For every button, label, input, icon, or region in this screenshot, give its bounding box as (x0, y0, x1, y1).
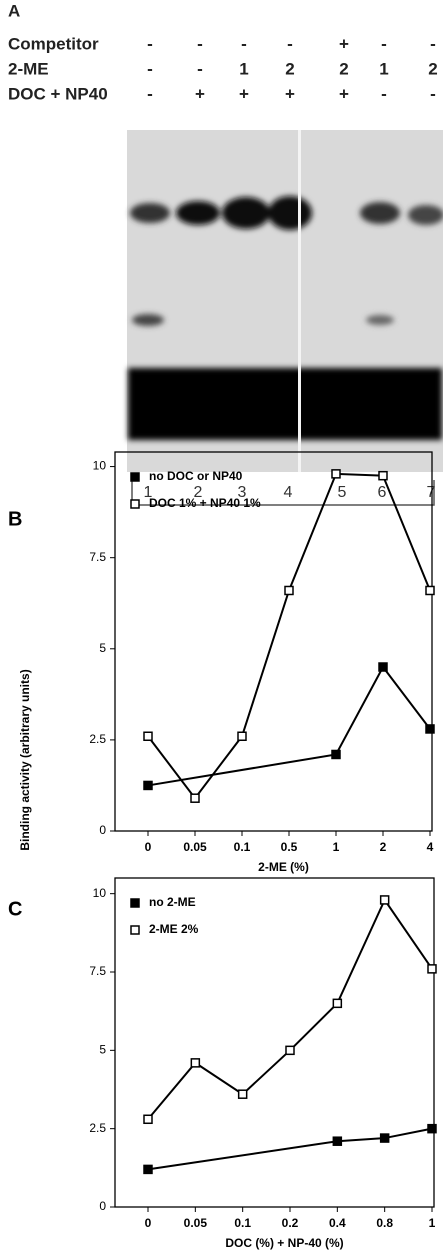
data-point (144, 1115, 152, 1123)
legend-label: no 2-ME (149, 895, 196, 909)
condition-value: 1 (379, 59, 388, 78)
data-point (381, 896, 389, 904)
y-tick-label: 5 (99, 641, 106, 655)
data-point (191, 1059, 199, 1067)
data-point (332, 750, 340, 758)
y-tick-label: 0 (99, 823, 106, 837)
data-point (333, 999, 341, 1007)
condition-value: + (285, 84, 295, 103)
x-tick-label: 1 (333, 840, 340, 854)
series-line (148, 474, 430, 798)
figure: A B C Competitor - - - - + - - 2-ME - - 1 2 2 1 2 DOC + … (0, 0, 443, 1258)
x-axis-label: DOC (%) + NP-40 (%) (225, 1236, 343, 1250)
x-tick-label: 0.1 (234, 1216, 251, 1230)
y-tick-label: 0 (99, 1199, 106, 1213)
condition-value: - (147, 59, 153, 78)
condition-value: - (430, 34, 436, 53)
y-tick-label: 2.5 (89, 732, 106, 746)
lane-number: 7 (427, 484, 436, 501)
condition-value: - (147, 34, 153, 53)
data-point (426, 586, 434, 594)
x-tick-label: 0.1 (234, 840, 251, 854)
panel-label: C (8, 898, 22, 920)
x-axis-label: 2-ME (%) (258, 860, 309, 874)
legend-marker (131, 926, 139, 934)
y-tick-label: 7.5 (89, 964, 106, 978)
condition-value: + (339, 34, 349, 53)
y-tick-label: 2.5 (89, 1121, 106, 1135)
data-point (381, 1134, 389, 1142)
y-tick-label: 5 (99, 1043, 106, 1057)
x-tick-label: 0.8 (376, 1216, 393, 1230)
gel-image (127, 130, 443, 505)
panel-label: A (8, 1, 20, 20)
condition-value: - (147, 84, 153, 103)
x-tick-label: 2 (380, 840, 387, 854)
x-tick-label: 0 (145, 1216, 152, 1230)
legend-label: DOC 1% + NP40 1% (149, 496, 261, 510)
x-tick-label: 1 (429, 1216, 436, 1230)
y-axis-label: Binding activity (arbitrary units) (18, 669, 32, 850)
data-point (144, 1165, 152, 1173)
legend-marker (131, 500, 139, 508)
legend-label: no DOC or NP40 (149, 469, 243, 483)
x-tick-label: 0.2 (282, 1216, 299, 1230)
data-point (144, 732, 152, 740)
data-point (333, 1137, 341, 1145)
data-point (379, 472, 387, 480)
x-tick-label: 0 (145, 840, 152, 854)
panel-label: B (8, 508, 22, 530)
data-point (428, 965, 436, 973)
legend-marker (131, 899, 139, 907)
condition-value: 2 (339, 59, 348, 78)
data-point (239, 1090, 247, 1098)
condition-value: - (241, 34, 247, 53)
condition-value: 1 (239, 59, 248, 78)
data-point (332, 470, 340, 478)
lane-number: 6 (378, 484, 387, 501)
data-point (285, 586, 293, 594)
x-tick-label: 4 (427, 840, 434, 854)
condition-value: 2 (285, 59, 294, 78)
lane-number: 4 (284, 484, 293, 501)
condition-label: DOC + NP40 (8, 84, 108, 103)
y-tick-label: 10 (93, 459, 107, 473)
data-point (428, 1125, 436, 1133)
series-line (148, 667, 430, 785)
condition-value: - (197, 59, 203, 78)
data-point (238, 732, 246, 740)
data-point (191, 794, 199, 802)
data-point (426, 725, 434, 733)
condition-value: - (381, 34, 387, 53)
legend-label: 2-ME 2% (149, 922, 199, 936)
condition-value: - (287, 34, 293, 53)
condition-value: + (195, 84, 205, 103)
lane-number: 5 (338, 484, 347, 501)
condition-value: - (381, 84, 387, 103)
y-tick-label: 7.5 (89, 550, 106, 564)
x-tick-label: 0.05 (183, 840, 207, 854)
y-tick-label: 10 (93, 886, 107, 900)
condition-label: 2-ME (8, 59, 49, 78)
condition-value: - (197, 34, 203, 53)
legend-marker (131, 473, 139, 481)
condition-value: - (430, 84, 436, 103)
condition-value: + (339, 84, 349, 103)
data-point (286, 1046, 294, 1054)
data-point (379, 663, 387, 671)
condition-value: + (239, 84, 249, 103)
condition-label: Competitor (8, 34, 99, 53)
condition-value: 2 (428, 59, 437, 78)
x-tick-label: 0.4 (329, 1216, 346, 1230)
data-point (144, 781, 152, 789)
x-tick-label: 0.05 (184, 1216, 208, 1230)
x-tick-label: 0.5 (281, 840, 298, 854)
